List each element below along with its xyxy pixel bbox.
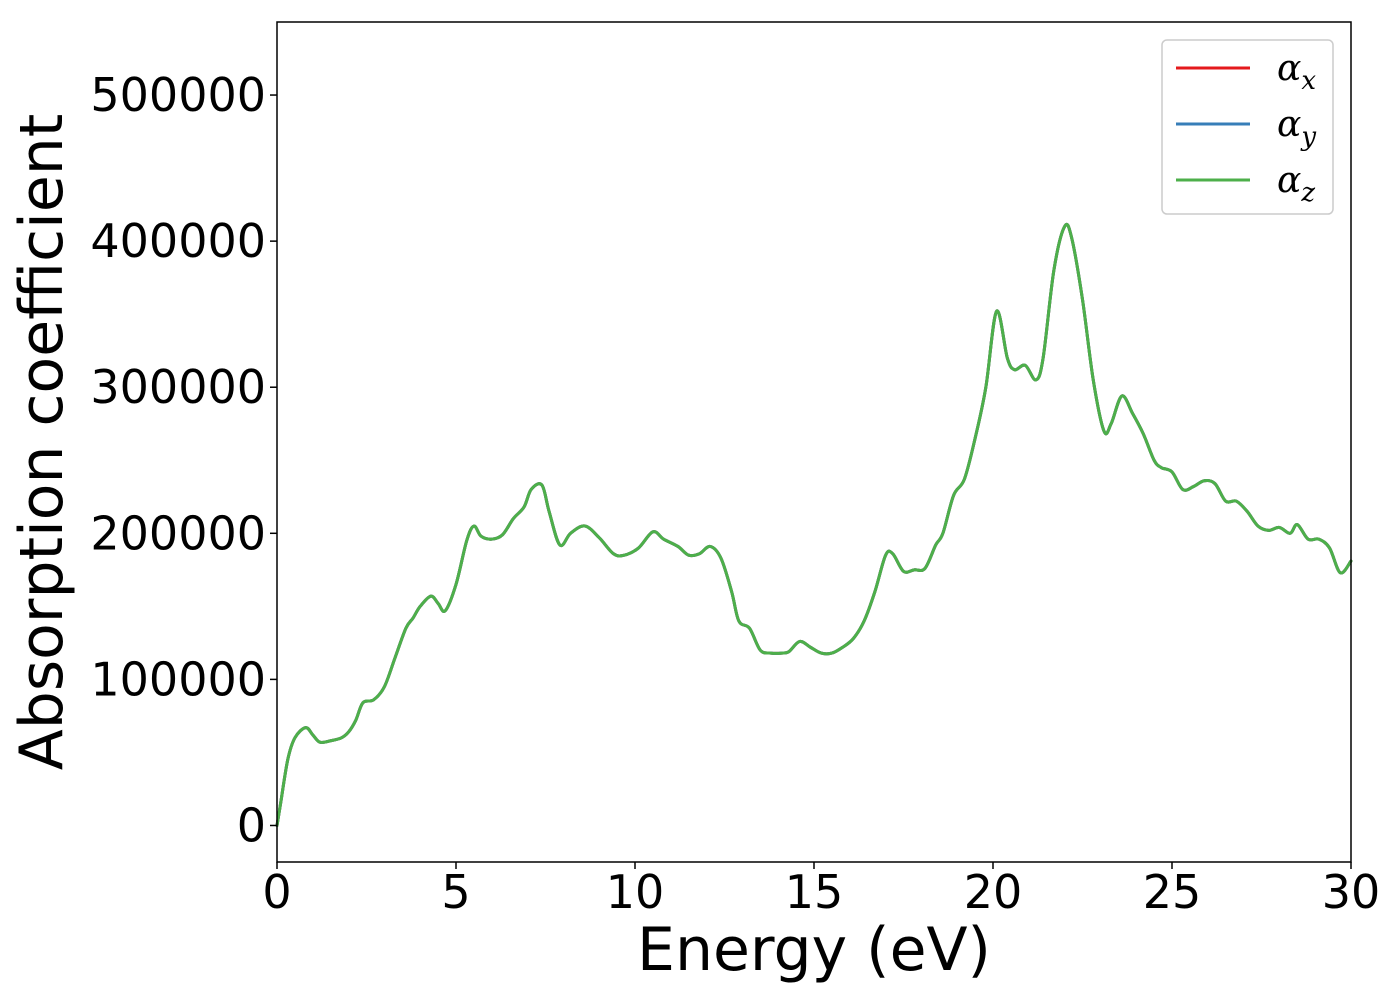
x-axis-title: Energy (eV): [637, 915, 991, 985]
y-tick-label: 0: [237, 798, 266, 852]
x-tick-label: 15: [785, 865, 844, 919]
x-tick-label: 25: [1143, 865, 1202, 919]
legend-symbol: α: [1277, 160, 1301, 201]
y-tick-label: 100000: [90, 652, 266, 706]
y-axis: 0 100000 200000 300000 400000 500000: [90, 68, 277, 852]
y-tick-label: 500000: [90, 68, 266, 122]
x-tick-label: 20: [964, 865, 1023, 919]
legend-subscript: x: [1301, 66, 1316, 96]
legend-subscript: y: [1300, 122, 1316, 152]
legend-box: [1161, 39, 1334, 215]
legend-label-x: αx: [1277, 48, 1316, 96]
y-tick-label: 300000: [90, 360, 266, 414]
x-tick-label: 5: [441, 865, 470, 919]
y-tick-label: 400000: [90, 214, 266, 268]
series-line-z: [275, 222, 1353, 827]
x-axis: 0 5 10 15 20 25 30: [262, 862, 1380, 919]
x-tick-label: 10: [606, 865, 665, 919]
y-tick-label: 200000: [90, 506, 266, 560]
y-axis-title: Absorption coefficient: [7, 114, 77, 771]
series-layer: [275, 222, 1353, 827]
legend-label-z: αz: [1277, 160, 1315, 208]
legend-symbol: α: [1277, 104, 1301, 145]
legend-label-y: αy: [1277, 104, 1316, 152]
x-tick-label: 30: [1322, 865, 1381, 919]
x-tick-label: 0: [262, 865, 291, 919]
legend-symbol: α: [1277, 48, 1301, 89]
legend-subscript: z: [1300, 178, 1315, 208]
